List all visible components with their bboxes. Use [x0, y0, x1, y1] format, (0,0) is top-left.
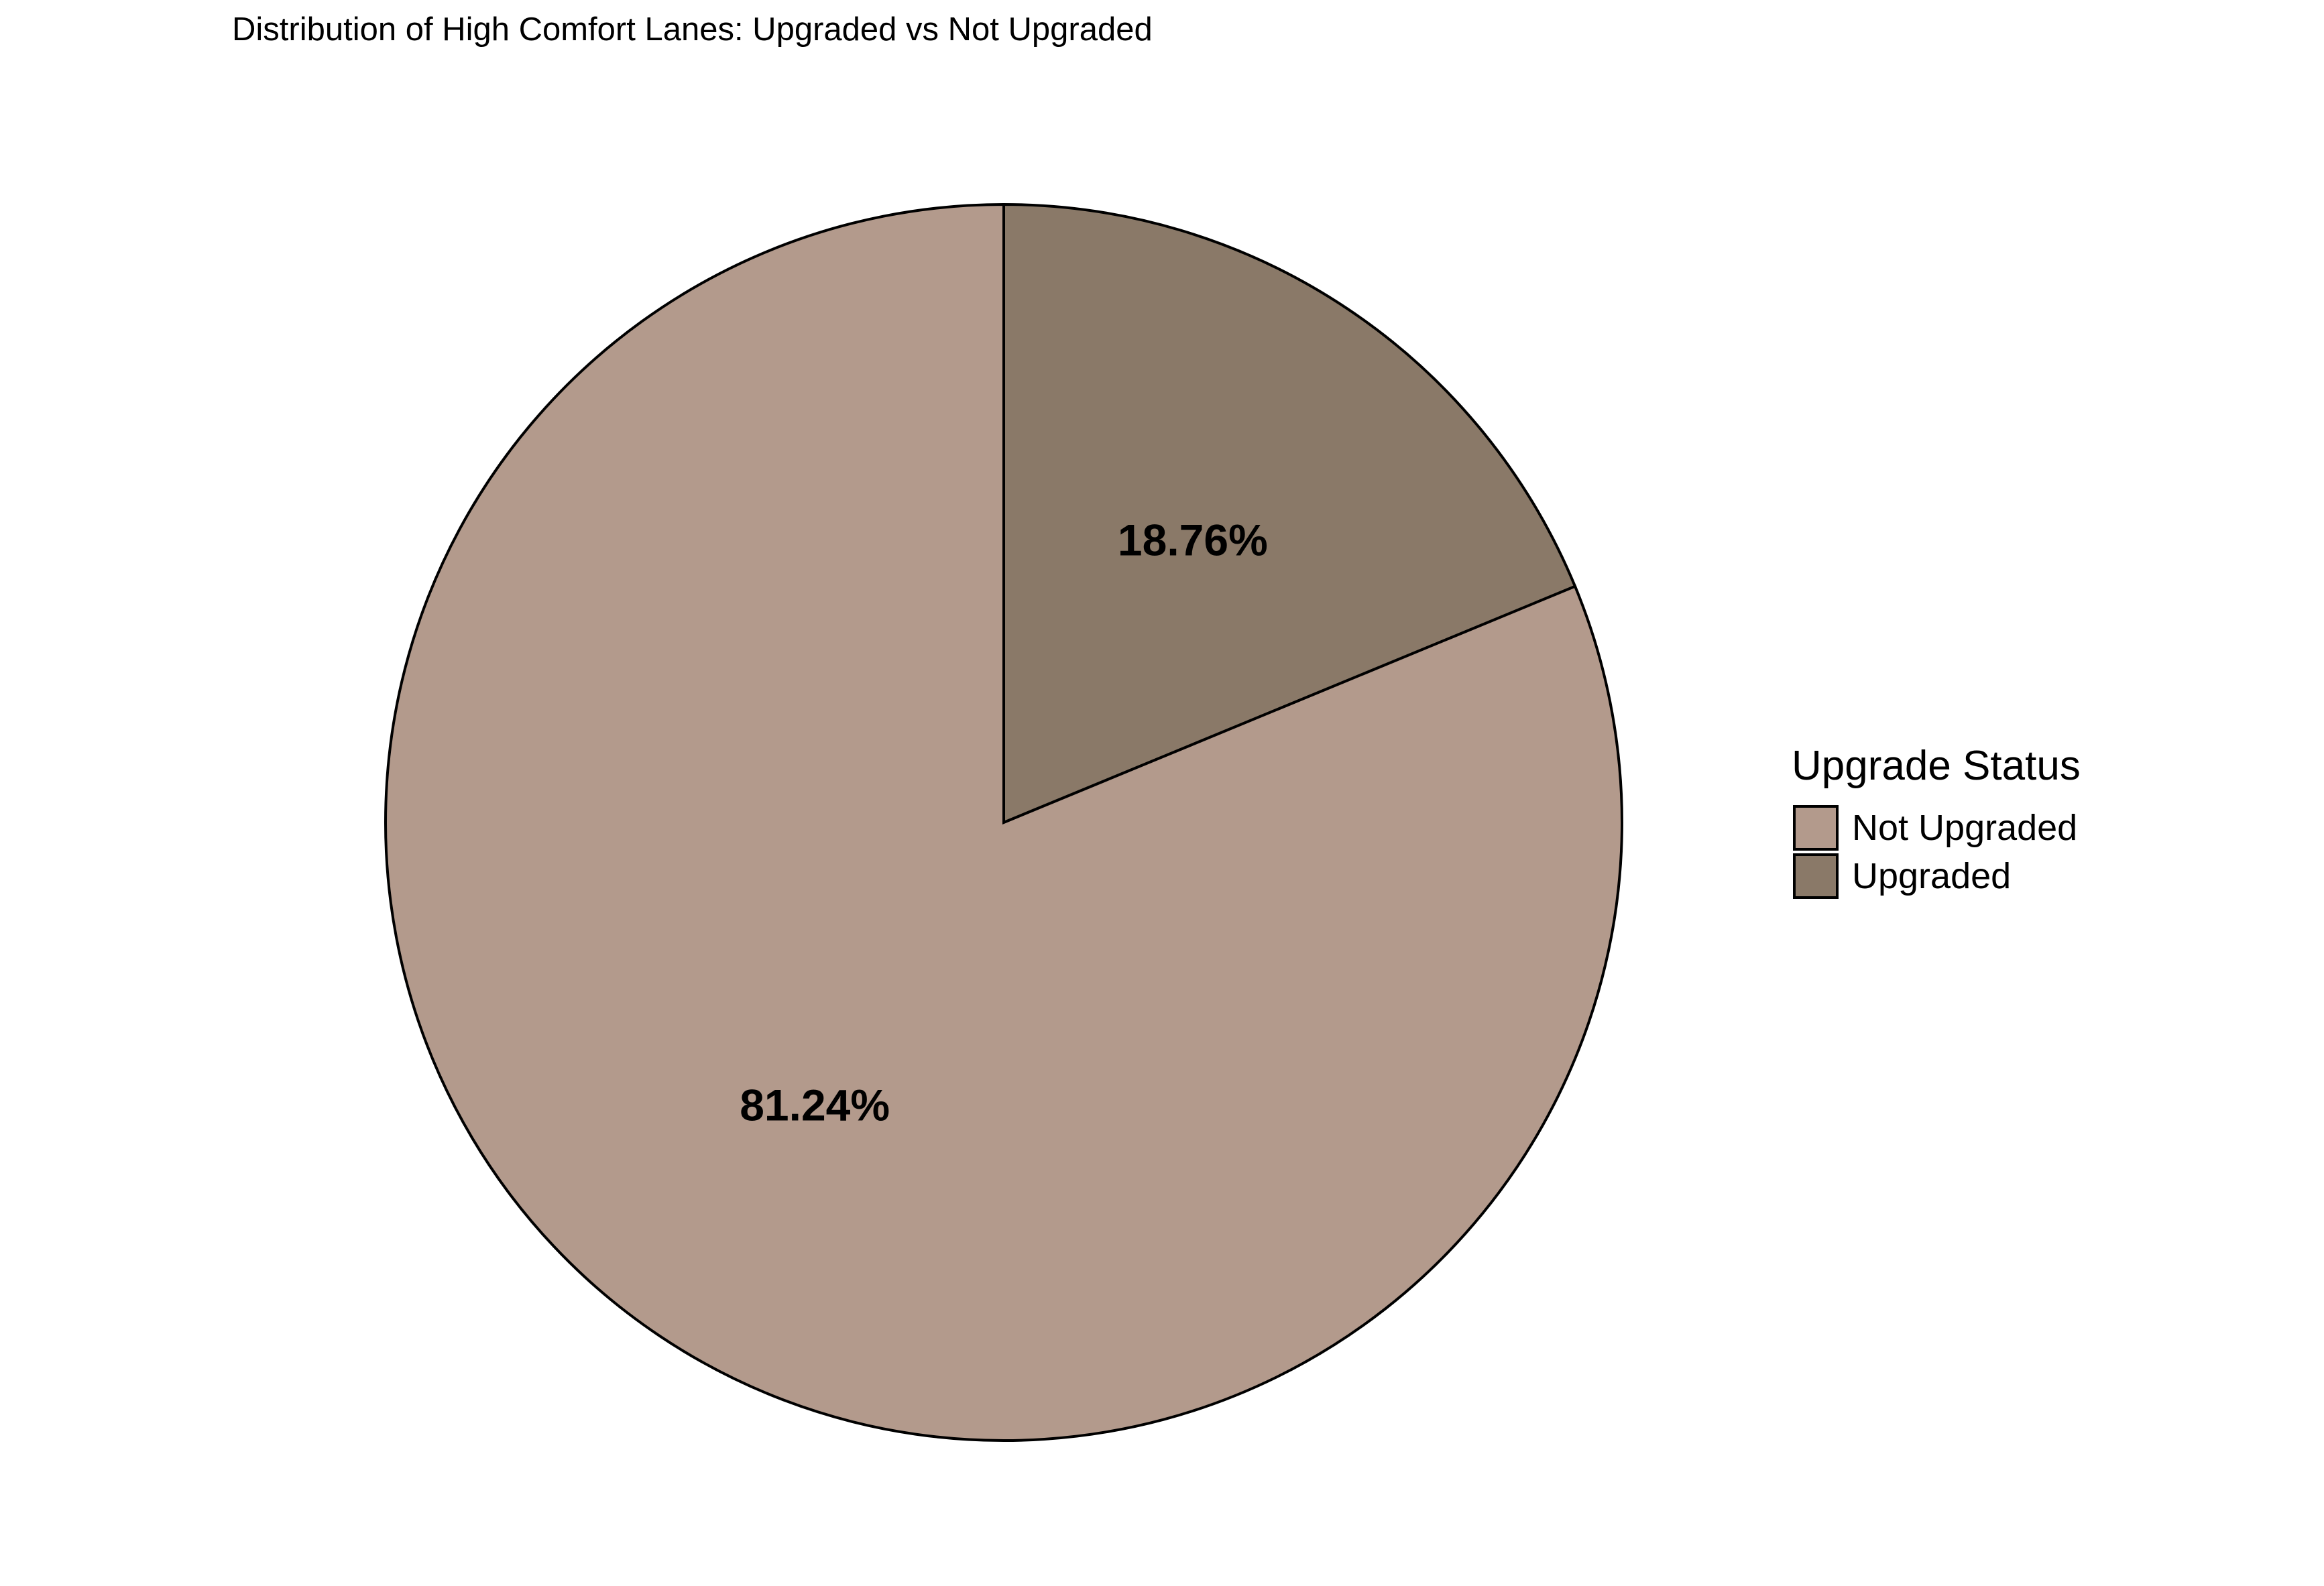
- legend-label-upgraded: Upgraded: [1852, 856, 2011, 896]
- legend: Upgrade Status Not Upgraded Upgraded: [1792, 743, 2081, 899]
- legend-title: Upgrade Status: [1792, 743, 2081, 789]
- slice-label-not-upgraded: 81.24%: [740, 1081, 890, 1130]
- chart-title: Distribution of High Comfort Lanes: Upgr…: [232, 11, 1153, 48]
- pie-slice-not-upgraded: [384, 202, 1623, 1442]
- pie-slices: [384, 202, 1623, 1442]
- legend-label-not-upgraded: Not Upgraded: [1852, 808, 2077, 848]
- legend-swatch-not-upgraded: [1793, 805, 1839, 851]
- legend-swatch-upgraded: [1793, 853, 1839, 899]
- pie-slice-labels: 18.76% 81.24%: [740, 515, 1268, 1130]
- pie-slice-upgraded: [1002, 202, 1577, 825]
- slice-label-upgraded: 18.76%: [1118, 515, 1268, 564]
- legend-items: Not Upgraded Upgraded: [1793, 805, 2077, 899]
